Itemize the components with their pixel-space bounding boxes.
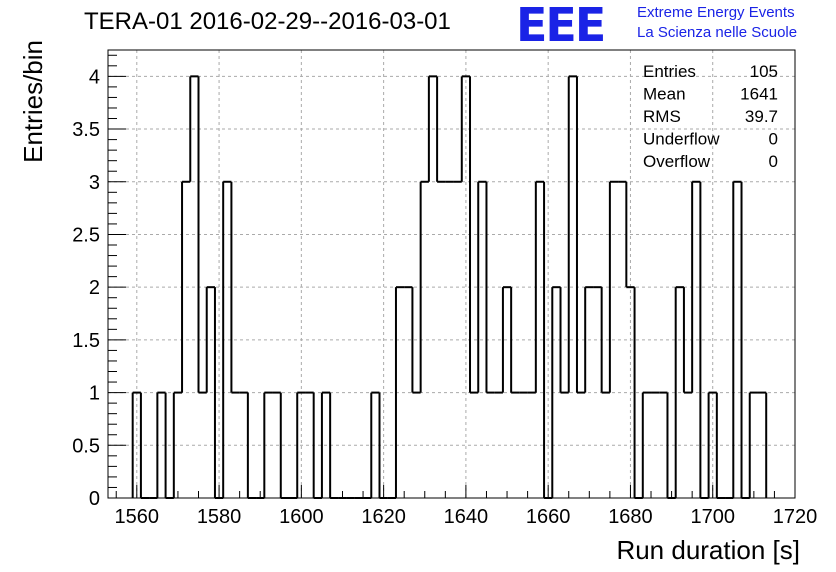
eee-logo: EEE (516, 0, 606, 52)
chart-title: TERA-01 2016-02-29--2016-03-01 (84, 8, 451, 35)
x-tick-label: 1560 (115, 506, 160, 528)
stat-value: 1641 (740, 85, 778, 104)
x-tick-label: 1720 (773, 506, 818, 528)
y-tick-label: 1.5 (72, 330, 100, 352)
y-tick-label: 4 (89, 66, 100, 88)
stat-label: Underflow (643, 130, 720, 149)
org-name-line1: Extreme Energy Events (637, 4, 795, 21)
org-name-line2: La Scienza nelle Scuole (637, 24, 798, 41)
stat-label: Overflow (643, 152, 711, 171)
x-tick-label: 1700 (690, 506, 735, 528)
y-tick-label: 2 (89, 277, 100, 299)
y-tick-label: 1 (89, 383, 100, 405)
y-tick-label: 0.5 (72, 435, 100, 457)
stats-box: Entries 105 Mean 1641 RMS 39.7 Underflow 0 Overf… (643, 62, 778, 171)
stat-label: Entries (643, 62, 696, 81)
y-tick-label: 3 (89, 172, 100, 194)
y-tick-label: 0 (89, 488, 100, 510)
x-tick-label: 1660 (526, 506, 571, 528)
stat-value: 105 (750, 62, 778, 81)
x-tick-label: 1680 (608, 506, 653, 528)
x-tick-label: 1580 (197, 506, 242, 528)
plot-frame (107, 49, 796, 499)
x-axis-title: Run duration [s] (616, 535, 800, 565)
stat-label: Mean (643, 85, 686, 104)
stat-value: 39.7 (745, 107, 778, 126)
y-tick-label: 2.5 (72, 224, 100, 246)
stat-value: 0 (769, 130, 778, 149)
histogram-bars (131, 75, 768, 499)
stat-value: 0 (769, 152, 778, 171)
axis-ticks: 1560 1580 1600 1620 1640 1660 1680 1700 1720 0 0.5… (72, 54, 818, 528)
x-tick-label: 1640 (444, 506, 489, 528)
y-axis-title: Entries/bin (18, 40, 48, 163)
x-tick-label: 1620 (361, 506, 406, 528)
x-tick-label: 1600 (279, 506, 324, 528)
y-tick-label: 3.5 (72, 119, 100, 141)
stat-label: RMS (643, 107, 681, 126)
